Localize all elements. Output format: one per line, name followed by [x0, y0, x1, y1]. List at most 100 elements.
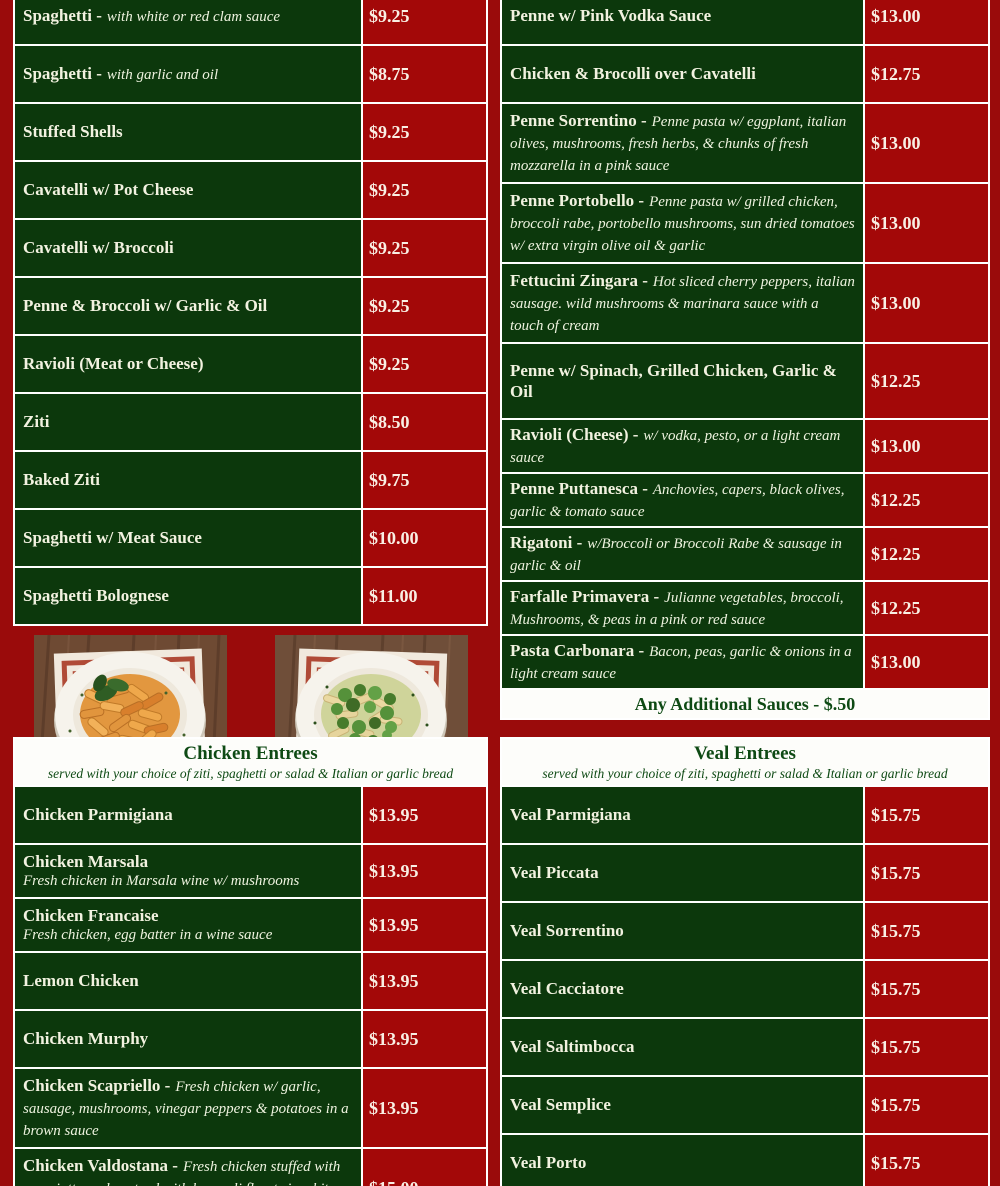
table-row: Veal Sorrentino $15.75	[500, 901, 990, 961]
item-name: Veal Semplice	[510, 1095, 611, 1115]
table-row: Penne Portobello - Penne pasta w/ grilled…	[500, 182, 990, 264]
item-price: $15.00	[361, 1147, 488, 1186]
veal-entrees-table: Veal Entrees served with your choice of …	[500, 737, 990, 1186]
table-row: Cavatelli w/ Pot Cheese $9.25	[13, 160, 488, 220]
item-price: $12.25	[863, 526, 990, 582]
item-name: Cavatelli w/ Pot Cheese	[23, 180, 194, 200]
item-name: Chicken Parmigiana	[23, 805, 173, 825]
item-price: $8.50	[361, 392, 488, 452]
table-row: Penne Puttanesca - Anchovies, capers, bla…	[500, 472, 990, 528]
table-row: Chicken Marsala Fresh chicken in Marsala …	[13, 843, 488, 899]
item-price: $11.00	[361, 566, 488, 626]
item-name: Farfalle Primavera -	[510, 587, 660, 607]
item-name: Chicken & Brocolli over Cavatelli	[510, 64, 756, 84]
table-row: Penne & Broccoli w/ Garlic & Oil $9.25	[13, 276, 488, 336]
item-name: Penne Sorrentino -	[510, 111, 647, 131]
item-price: $12.25	[863, 580, 990, 636]
table-row: Fettucini Zingara - Hot sliced cherry pep…	[500, 262, 990, 344]
table-row: Ravioli (Cheese) - w/ vodka, pesto, or a …	[500, 418, 990, 474]
item-price: $15.75	[863, 1017, 990, 1077]
item-name: Spaghetti Bolognese	[23, 586, 169, 606]
item-name: Veal Piccata	[510, 863, 599, 883]
item-price: $12.25	[863, 342, 990, 420]
table-row: Veal Parmigiana $15.75	[500, 785, 990, 845]
table-row: Ziti $8.50	[13, 392, 488, 452]
section-title: Chicken Entrees	[183, 743, 318, 764]
table-row: Veal Piccata $15.75	[500, 843, 990, 903]
veal-entrees-section: Veal Entrees served with your choice of …	[500, 737, 990, 1186]
table-row: Penne w/ Spinach, Grilled Chicken, Garli…	[500, 342, 990, 420]
chicken-entrees-table: Chicken Entrees served with your choice …	[13, 737, 488, 1186]
item-price: $13.95	[361, 1067, 488, 1149]
item-name: Veal Saltimbocca	[510, 1037, 635, 1057]
item-price: $15.75	[863, 785, 990, 845]
item-name: Ravioli (Cheese) -	[510, 425, 639, 445]
table-row: Veal Saltimbocca $15.75	[500, 1017, 990, 1077]
item-name: Penne w/ Spinach, Grilled Chicken, Garli…	[510, 360, 837, 401]
item-desc: w/Broccoli or Broccoli Rabe & sausage in…	[510, 536, 842, 574]
item-price: $13.00	[863, 262, 990, 344]
pasta-table-left: Spaghetti - with white or red clam sauce …	[13, 0, 488, 626]
item-name: Rigatoni -	[510, 533, 583, 553]
item-name: Spaghetti -	[23, 6, 102, 26]
item-price: $9.25	[361, 218, 488, 278]
item-desc: Julianne vegetables, broccoli, Mushrooms…	[510, 590, 844, 628]
item-desc: with white or red clam sauce	[106, 9, 281, 26]
item-price: $13.00	[863, 418, 990, 474]
item-price: $13.00	[863, 634, 990, 690]
table-row: Veal Porto $15.75	[500, 1133, 990, 1186]
table-row: Farfalle Primavera - Julianne vegetables,…	[500, 580, 990, 636]
pasta-column-left: Spaghetti - with white or red clam sauce …	[13, 0, 488, 789]
item-name: Chicken Francaise	[23, 906, 159, 925]
item-price: $9.25	[361, 276, 488, 336]
item-price: $9.25	[361, 334, 488, 394]
item-price: $13.00	[863, 102, 990, 184]
item-price: $15.75	[863, 901, 990, 961]
item-price: $13.95	[361, 951, 488, 1011]
item-desc: Fresh chicken in Marsala wine w/ mushroo…	[23, 873, 300, 890]
item-name: Lemon Chicken	[23, 971, 139, 991]
table-row: Rigatoni - w/Broccoli or Broccoli Rabe & …	[500, 526, 990, 582]
item-price: $10.00	[361, 508, 488, 568]
table-row: Chicken Valdostana - Fresh chicken stuffe…	[13, 1147, 488, 1186]
item-price: $12.75	[863, 44, 990, 104]
table-row: Lemon Chicken $13.95	[13, 951, 488, 1011]
table-row: Spaghetti - with garlic and oil $8.75	[13, 44, 488, 104]
item-name: Penne & Broccoli w/ Garlic & Oil	[23, 296, 268, 316]
table-row: Cavatelli w/ Broccoli $9.25	[13, 218, 488, 278]
item-price: $9.25	[361, 102, 488, 162]
item-desc: w/ vodka, pesto, or a light cream sauce	[510, 428, 841, 466]
item-name: Baked Ziti	[23, 470, 100, 490]
item-name: Veal Sorrentino	[510, 921, 624, 941]
item-name: Pasta Carbonara -	[510, 641, 645, 661]
table-row: Spaghetti w/ Meat Sauce $10.00	[13, 508, 488, 568]
item-price: $15.75	[863, 1133, 990, 1186]
item-desc: Hot sliced cherry peppers, italian sausa…	[510, 274, 855, 334]
item-name: Chicken Scapriello -	[23, 1076, 171, 1096]
section-subtitle: served with your choice of ziti, spaghet…	[542, 766, 948, 781]
section-header-row: Veal Entrees served with your choice of …	[500, 737, 990, 787]
section-subtitle: served with your choice of ziti, spaghet…	[47, 766, 454, 781]
item-name: Spaghetti w/ Meat Sauce	[23, 528, 202, 548]
section-header-row: Chicken Entrees served with your choice …	[13, 737, 488, 787]
table-row: Veal Semplice $15.75	[500, 1075, 990, 1135]
item-price: $9.75	[361, 450, 488, 510]
item-name: Penne Puttanesca -	[510, 479, 648, 499]
item-name: Spaghetti -	[23, 64, 102, 84]
basil-leaves	[92, 674, 129, 702]
item-desc: Penne pasta w/ eggplant, italian olives,…	[510, 114, 847, 174]
item-name: Penne Portobello -	[510, 191, 645, 211]
item-name: Chicken Valdostana -	[23, 1156, 178, 1176]
item-name: Ziti	[23, 412, 50, 432]
table-row: Penne Sorrentino - Penne pasta w/ eggplan…	[500, 102, 990, 184]
table-row: Any Additional Sauces - $.50	[500, 688, 990, 720]
item-price: $13.00	[863, 182, 990, 264]
item-price: $13.00	[863, 0, 990, 46]
item-price: $13.95	[361, 897, 488, 953]
item-desc: Fresh chicken stuffed with prosciutto an…	[23, 1159, 341, 1186]
item-name: Ravioli (Meat or Cheese)	[23, 354, 204, 374]
item-name: Chicken Murphy	[23, 1029, 149, 1049]
table-row: Chicken Francaise Fresh chicken, egg batt…	[13, 897, 488, 953]
table-row: Ravioli (Meat or Cheese) $9.25	[13, 334, 488, 394]
